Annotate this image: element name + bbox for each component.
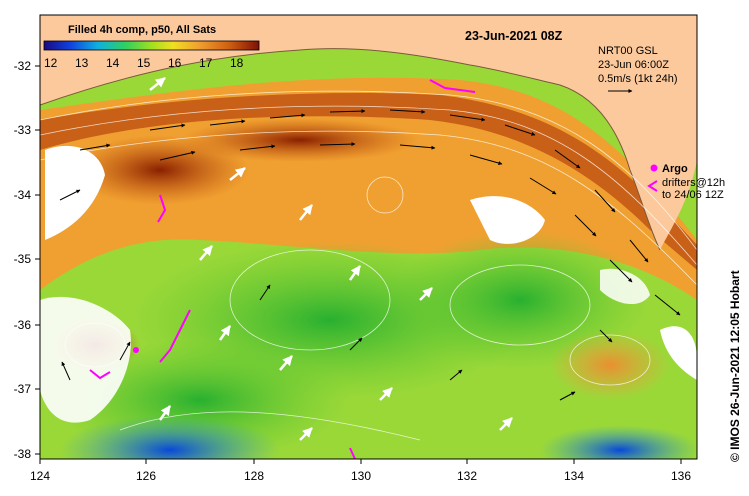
argo-marker-icon <box>650 164 658 172</box>
x-axis: 124 126 128 130 132 134 136 <box>30 459 691 483</box>
drifters-label-2: to 24/06 12Z <box>662 189 724 201</box>
warm-eddy-se <box>550 330 670 400</box>
map-title: 23-Jun-2021 08Z <box>465 29 563 43</box>
argo-tracks <box>89 79 476 459</box>
model-name: NRT00 GSL <box>598 45 658 57</box>
current-vectors <box>59 109 681 401</box>
x-tick-label: 130 <box>351 469 371 483</box>
model-time: 23-Jun 06:00Z <box>598 59 669 71</box>
x-tick-label: 134 <box>564 469 584 483</box>
land-australia <box>40 15 697 250</box>
drifter-marker-icon <box>647 180 658 192</box>
imos-credit: © IMOS 26-Jun-2021 12:05 Hobart <box>728 270 742 462</box>
map-plot-area <box>40 15 697 459</box>
model-scale: 0.5m/s (1kt 24h) <box>598 73 677 85</box>
cloud-mask <box>600 268 650 305</box>
warm-filament <box>180 118 420 162</box>
drifters-label-1: drifters@12h <box>662 177 725 189</box>
y-tick-label: -35 <box>14 252 32 266</box>
x-tick-label: 126 <box>136 469 156 483</box>
y-tick-label: -36 <box>14 318 32 332</box>
current-core <box>40 92 697 270</box>
x-tick-label: 136 <box>671 469 691 483</box>
y-tick-label: -34 <box>14 188 32 202</box>
colorbar-tick-label: 13 <box>75 56 89 70</box>
model-info: NRT00 GSL 23-Jun 06:00Z 0.5m/s (1kt 24h) <box>598 45 677 93</box>
colorbar-tick-label: 18 <box>230 56 244 70</box>
argo-label: Argo <box>662 163 688 175</box>
plot-frame <box>39 14 698 460</box>
cloud-mask <box>40 296 131 423</box>
y-tick-label: -33 <box>14 123 32 137</box>
x-tick-label: 128 <box>244 469 264 483</box>
cloud-mask <box>470 196 545 244</box>
y-tick-label: -38 <box>14 447 32 461</box>
colorbar-tick-label: 12 <box>44 56 58 70</box>
coastline <box>40 48 661 251</box>
x-tick-label: 124 <box>30 469 50 483</box>
cold-water-sw <box>60 415 280 459</box>
cloud-mask <box>660 326 697 380</box>
colorbar-label: Filled 4h comp, p50, All Sats <box>68 24 216 36</box>
y-axis: -32 -33 -34 -35 -36 -37 -38 <box>14 59 40 461</box>
sst-colorbar: Filled 4h comp, p50, All Sats 12 13 14 15 16… <box>43 24 260 70</box>
argo-float <box>133 347 139 353</box>
x-tick-label: 132 <box>457 469 477 483</box>
colorbar-tick-label: 15 <box>137 56 151 70</box>
colorbar-tick-label: 16 <box>168 56 182 70</box>
y-tick-label: -32 <box>14 59 32 73</box>
colorbar-tick-label: 17 <box>199 56 213 70</box>
colorbar-tick-label: 14 <box>106 56 120 70</box>
y-tick-label: -37 <box>14 382 32 396</box>
drifter-vectors <box>149 77 513 441</box>
ssh-contours <box>40 90 697 441</box>
argo-legend: Argo drifters@12h to 24/06 12Z <box>647 163 725 201</box>
cold-water-se <box>540 425 697 459</box>
colorbar-ticks: 12 13 14 15 16 17 18 <box>44 56 244 70</box>
colorbar-gradient <box>43 40 260 51</box>
